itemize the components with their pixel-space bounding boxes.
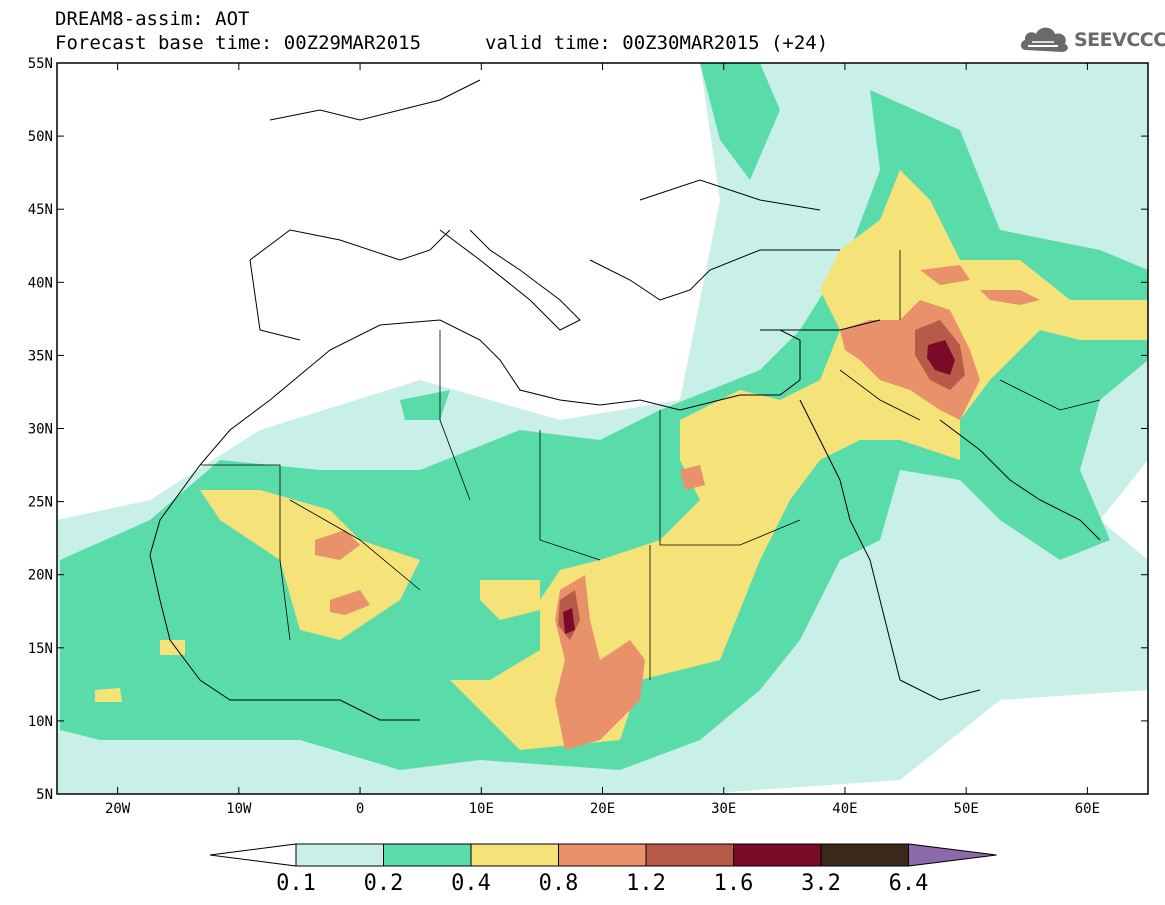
colorbar-swatch [733,843,822,867]
map-title: DREAM8-assim: AOT [55,8,250,30]
colorbar-label: 3.2 [801,871,841,896]
lon-tick-label: 60E [1075,801,1100,817]
coastlines [149,79,1101,721]
lat-tick-label: 55N [28,56,53,72]
lon-tick-label: 10E [469,801,494,817]
logo-text: SEEVCCC [1074,29,1165,51]
colorbar-swatch [558,843,647,867]
lon-tick-label: 30E [711,801,736,817]
aot-level-1-6 [563,340,955,634]
lat-tick-label: 10N [28,714,53,730]
longitude-axis: 20W 10W 0 10E 20E 30E 40E 50E 60E [105,63,1100,817]
lat-tick-label: 40N [28,275,53,291]
lon-tick-label: 20E [590,801,615,817]
colorbar-label: 0.2 [364,871,404,896]
lat-tick-label: 45N [28,202,53,218]
colorbar-label: 1.6 [714,871,754,896]
seevccc-logo: SEEVCCC [1018,22,1165,58]
colorbar: 0.1 0.2 0.4 0.8 1.2 1.6 3.2 6.4 [209,843,997,896]
colorbar-label: 6.4 [889,871,929,896]
colorbar-swatch [470,843,559,867]
forecast-base-time: Forecast base time: 00Z29MAR2015 [55,32,422,54]
cloud-icon [1020,27,1068,52]
latitude-axis: 5N 10N 15N 20N 25N 30N 35N 40N 45N 50N 55N [28,56,1148,803]
lat-tick-label: 35N [28,348,53,364]
lat-tick-label: 30N [28,422,53,438]
colorbar-swatch [820,843,909,867]
colorbar-high-arrow [908,843,997,867]
lon-tick-label: 50E [954,801,979,817]
colorbar-label: 1.2 [626,871,666,896]
lon-tick-label: 0 [356,801,364,817]
colorbar-label: 0.8 [539,871,579,896]
colorbar-label: 0.4 [451,871,491,896]
lat-tick-label: 25N [28,495,53,511]
lat-tick-label: 15N [28,641,53,657]
colorbar-swatch [383,843,472,867]
lat-tick-label: 5N [36,787,53,803]
colorbar-label: 0.1 [276,871,316,896]
lon-tick-label: 20W [105,801,131,817]
lon-tick-label: 40E [832,801,857,817]
colorbar-low-arrow [209,843,297,867]
valid-time: valid time: 00Z30MAR2015 (+24) [485,32,829,54]
country-borders [200,250,1101,680]
aot-field [57,63,1148,794]
colorbar-swatch [295,843,384,867]
lat-tick-label: 20N [28,568,53,584]
lon-tick-label: 10W [226,801,252,817]
lat-tick-label: 50N [28,129,53,145]
colorbar-swatch [645,843,734,867]
